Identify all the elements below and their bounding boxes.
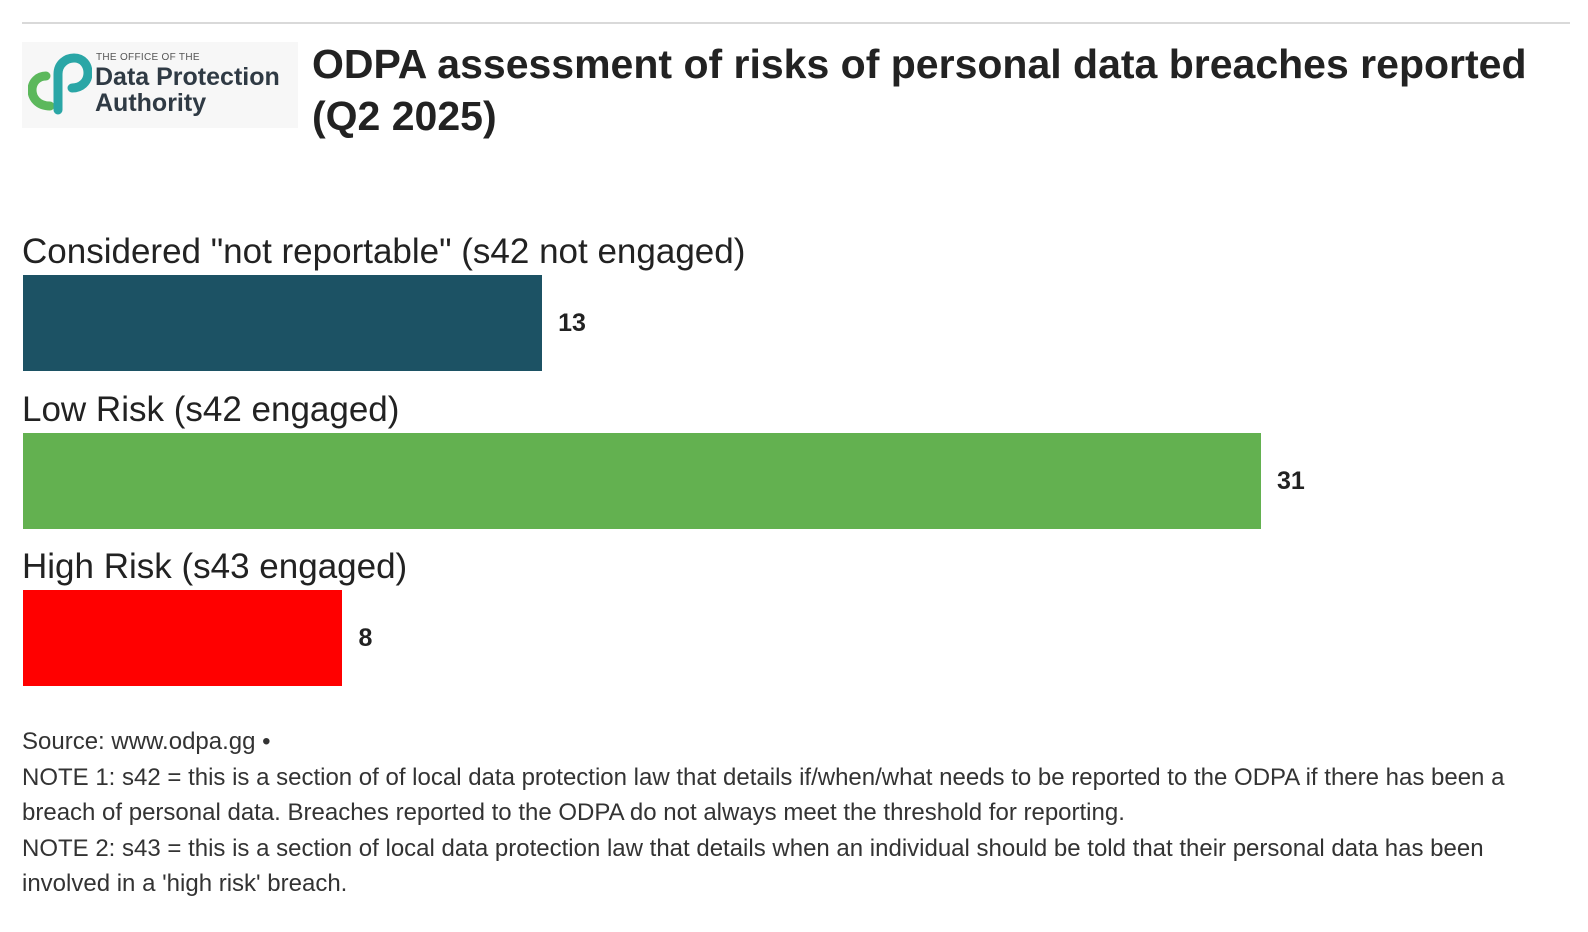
note-2: NOTE 2: s43 = this is a section of local…: [22, 834, 1484, 898]
note-1: NOTE 1: s42 = this is a section of of lo…: [22, 763, 1505, 827]
top-divider: [22, 22, 1570, 24]
logo-text-line2: Authority: [95, 89, 207, 117]
bar-value-label: 8: [358, 624, 373, 652]
logo-small-text: THE OFFICE OF THE: [96, 52, 200, 63]
bar-category-label: Considered "not reportable" (s42 not eng…: [22, 232, 746, 271]
chart-footer: Source: www.odpa.gg • NOTE 1: s42 = this…: [22, 724, 1570, 902]
bar-category-label: Low Risk (s42 engaged): [22, 389, 400, 429]
odpa-logo: THE OFFICE OF THE Data Protection Author…: [22, 42, 298, 128]
bar: [23, 275, 543, 371]
bar-value-label: 13: [558, 309, 586, 337]
bar-value-label: 31: [1277, 466, 1305, 495]
source-text: Source: www.odpa.gg •: [22, 728, 271, 755]
bar-category-label: High Risk (s43 engaged): [22, 547, 408, 586]
bar: [23, 432, 1261, 529]
logo-text-line1: Data Protection: [95, 63, 280, 91]
odpa-logo-mark-icon: [28, 53, 92, 115]
chart-title: ODPA assessment of risks of personal dat…: [312, 41, 1527, 139]
bar: [23, 590, 343, 686]
